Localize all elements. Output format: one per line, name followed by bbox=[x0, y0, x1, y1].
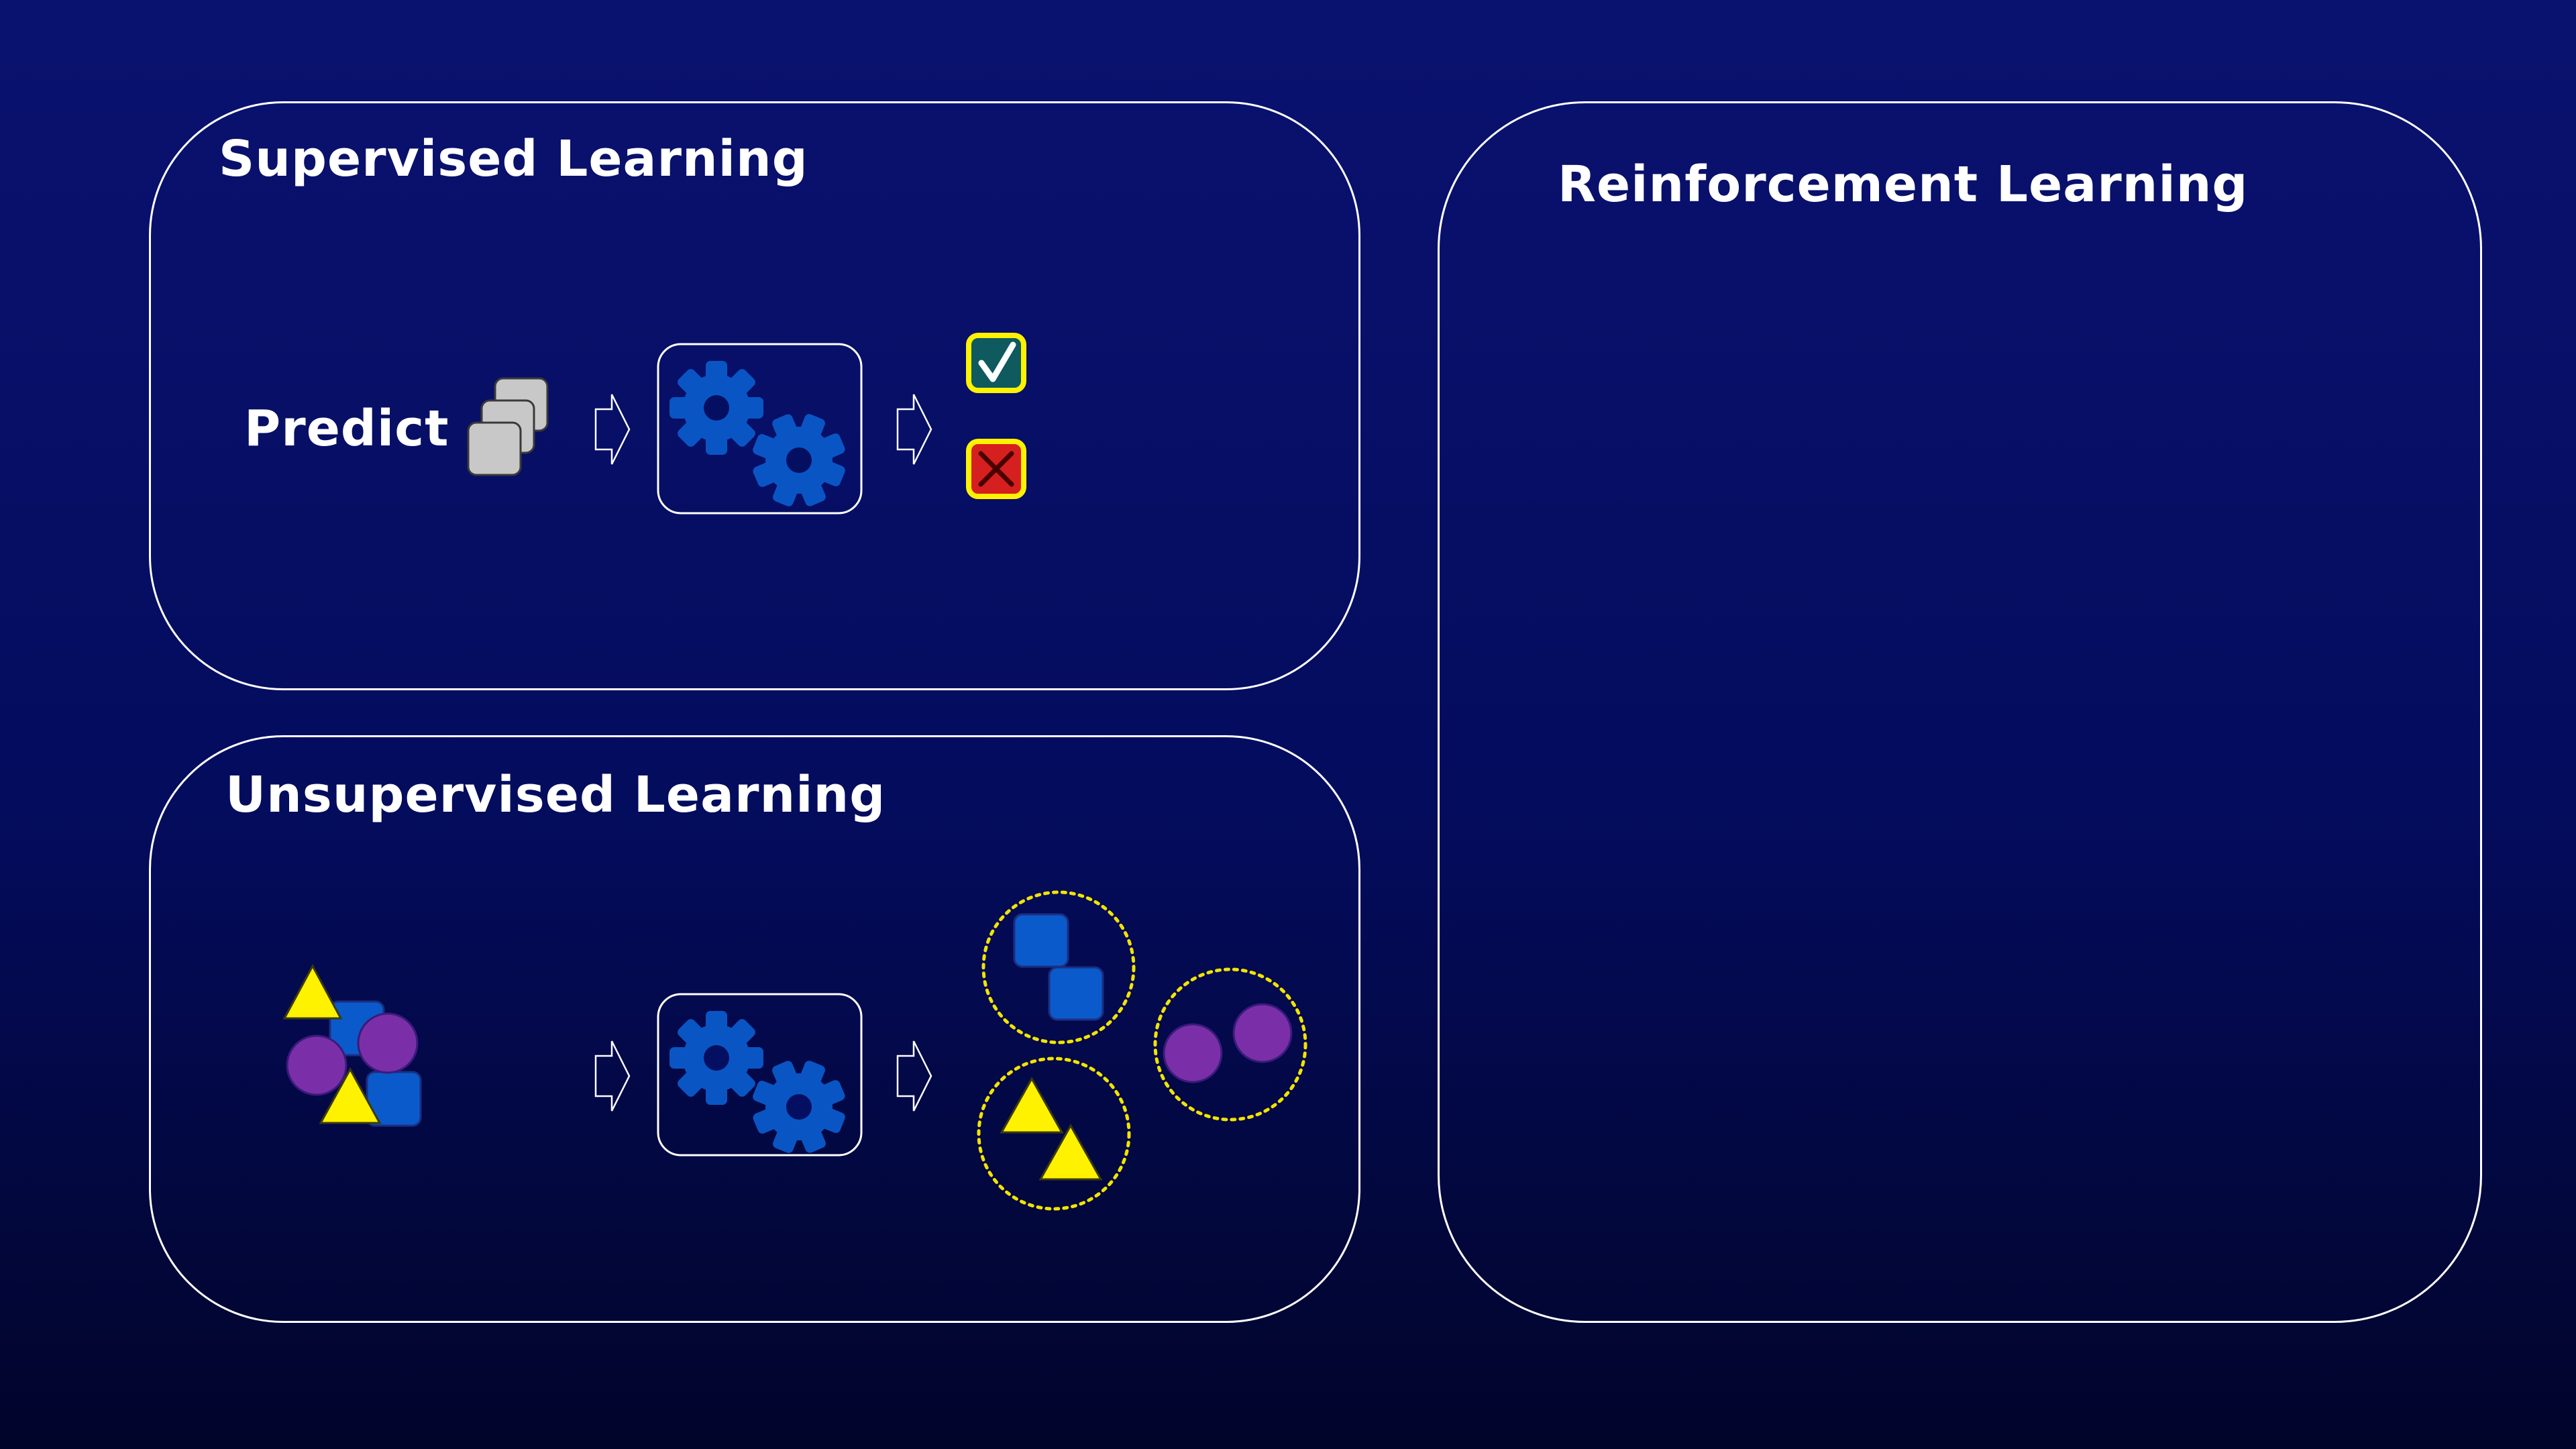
cross-icon bbox=[966, 439, 1026, 499]
stacked-cards-icon bbox=[467, 377, 549, 476]
unsupervised-learning-title: Unsupervised Learning bbox=[225, 766, 886, 824]
hollow-right-arrow-icon bbox=[896, 1040, 932, 1112]
reinforcement-learning-title: Reinforcement Learning bbox=[1558, 156, 2249, 213]
model-box bbox=[657, 993, 863, 1157]
reinforcement-learning-panel bbox=[1438, 101, 2482, 1323]
checkmark-icon bbox=[966, 333, 1026, 393]
model-box bbox=[657, 343, 863, 515]
hollow-right-arrow-icon bbox=[594, 1040, 631, 1112]
unsupervised-learning-panel bbox=[149, 735, 1360, 1323]
supervised-learning-title: Supervised Learning bbox=[219, 130, 808, 188]
dotted-circle-cluster bbox=[977, 1057, 1131, 1211]
dotted-circle-cluster bbox=[981, 890, 1136, 1044]
gears-icon bbox=[669, 361, 861, 522]
dotted-circle-cluster bbox=[1153, 967, 1307, 1122]
supervised-learning-panel bbox=[149, 101, 1360, 690]
hollow-right-arrow-icon bbox=[896, 393, 932, 466]
gears-icon bbox=[669, 1011, 861, 1169]
predict-label: Predict bbox=[244, 400, 449, 458]
mixed-shapes-icon bbox=[282, 963, 422, 1127]
hollow-right-arrow-icon bbox=[594, 393, 631, 466]
